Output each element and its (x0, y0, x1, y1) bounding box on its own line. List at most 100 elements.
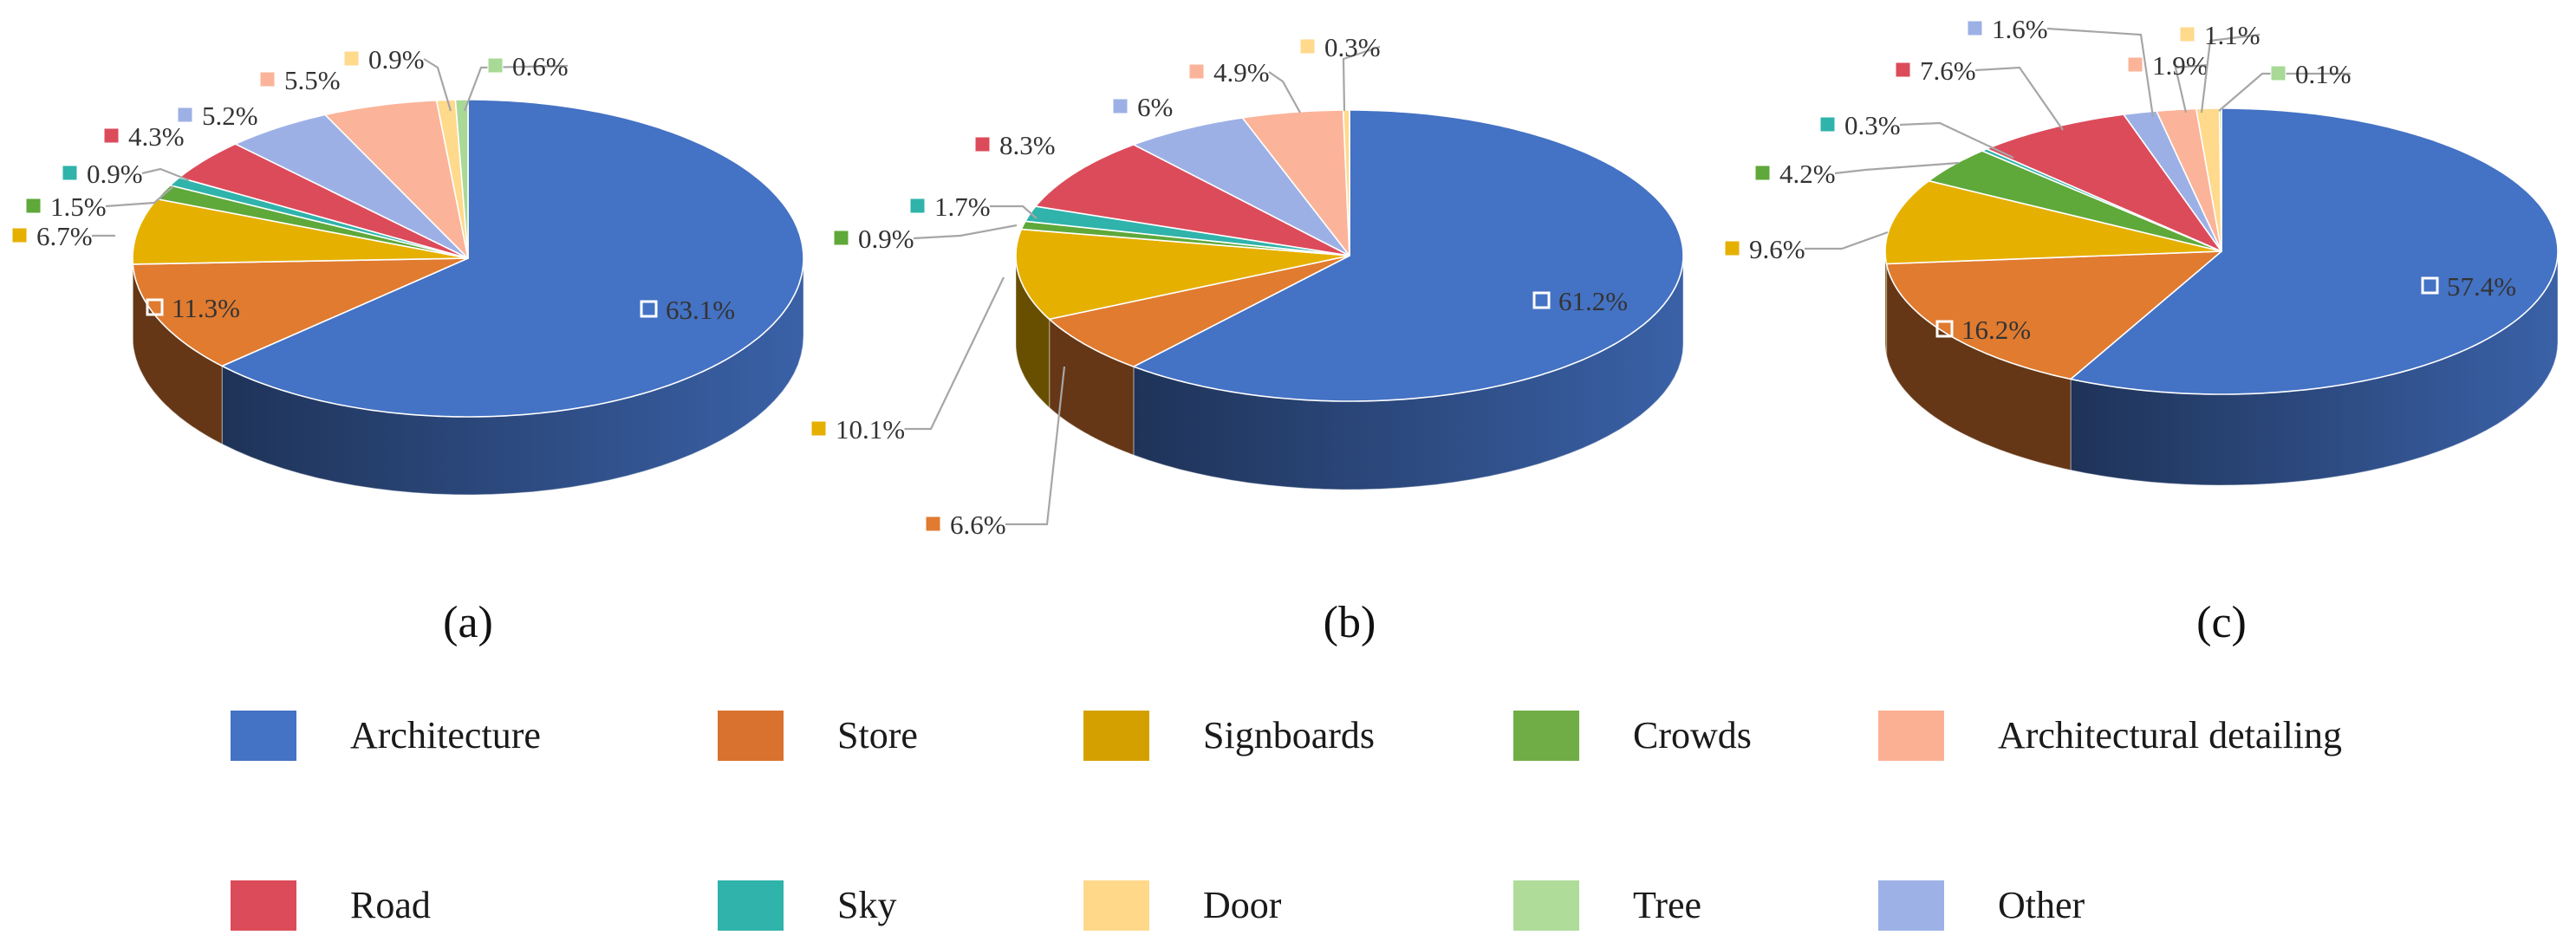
legend-label: Architecture (350, 714, 541, 756)
legend-item-architectural-detailing: Architectural detailing (1878, 711, 2342, 761)
data-label-store: 16.2% (1961, 315, 2031, 345)
data-label-tree: 0.6% (512, 51, 569, 81)
pie-slice-signboards (1884, 179, 2222, 265)
label-marker-architectural-detailing (1188, 63, 1205, 80)
panel-label: (a) (443, 598, 493, 647)
panel-label: (c) (2196, 598, 2247, 647)
legend-label: Store (837, 714, 918, 756)
label-marker-crowds (833, 230, 849, 246)
data-label-architecture: 61.2% (1558, 286, 1628, 316)
legend-item-signboards: Signboards (1083, 711, 1375, 761)
label-marker-other (1967, 20, 1983, 36)
label-marker-sky (1819, 116, 1836, 133)
legend: Architecture Store Signboards Crowds Archite… (231, 711, 2342, 931)
label-marker-signboards (11, 227, 28, 243)
legend-swatch (1083, 880, 1149, 931)
data-label-architecture: 63.1% (666, 295, 735, 325)
pie-slice-signboards (1015, 228, 1350, 321)
pie-slice-other (1133, 117, 1350, 256)
label-marker-tree (487, 57, 504, 74)
legend-label: Tree (1633, 884, 1701, 926)
label-marker-road (974, 136, 991, 153)
legend-swatch (1513, 880, 1579, 931)
data-label-architectural-detailing: 4.9% (1213, 57, 1270, 88)
label-marker-architecture (640, 300, 658, 318)
pie-slice-signboards (132, 198, 469, 265)
label-marker-door (1299, 38, 1316, 55)
label-marker-crowds (25, 198, 42, 214)
legend-label: Signboards (1203, 714, 1375, 756)
legend-swatch (1878, 711, 1944, 761)
leader-line-sky (990, 205, 1038, 219)
leader-line-door (1342, 45, 1381, 112)
pie-slice-road (179, 143, 469, 259)
leader-line-door (2200, 33, 2261, 114)
legend-item-road: Road (231, 880, 431, 931)
data-label-architectural-detailing: 5.5% (284, 65, 341, 95)
data-label-other: 5.2% (202, 101, 258, 131)
data-label-road: 8.3% (999, 130, 1056, 160)
pie-slice-other (2123, 110, 2222, 252)
legend-item-store: Store (718, 711, 918, 761)
leader-line-road (1974, 66, 2064, 131)
leader-line-sky (141, 167, 190, 182)
pie-slice-road (1035, 144, 1350, 256)
label-marker-signboards (810, 420, 827, 437)
label-marker-architecture (2421, 276, 2439, 295)
label-marker-road (103, 127, 120, 144)
data-label-architecture: 57.4% (2447, 271, 2516, 302)
legend-swatch (718, 880, 784, 931)
data-label-signboards: 6.7% (36, 221, 93, 251)
legend-label: Crowds (1633, 714, 1752, 756)
data-label-road: 7.6% (1920, 55, 1976, 86)
leader-line-store (1005, 366, 1066, 526)
data-label-sky: 1.7% (934, 192, 991, 222)
label-marker-sky (909, 198, 926, 214)
data-label-door: 0.9% (368, 44, 425, 75)
label-marker-door (343, 50, 360, 67)
data-label-architectural-detailing: 1.9% (2152, 50, 2208, 81)
legend-label: Sky (837, 884, 896, 926)
pie-chart-a: 63.1%11.3%6.7%1.5%0.9%4.3%5.2%5.5%0.9% 0.… (11, 44, 804, 647)
label-marker-architectural-detailing (259, 71, 276, 88)
pie-slice-door (2195, 107, 2222, 252)
pie-slice-architecture (1133, 109, 1684, 402)
legend-label: Other (1998, 884, 2085, 926)
pie-slice-door (1342, 109, 1350, 256)
label-marker-tree (2270, 65, 2287, 81)
data-label-crowds: 4.2% (1779, 159, 1836, 189)
pie-charts: 63.1%11.3%6.7%1.5%0.9%4.3%5.2%5.5%0.9% 0.… (11, 14, 2559, 647)
legend-swatch (1878, 880, 1944, 931)
pie-slice-store (1885, 250, 2222, 380)
data-label-sky: 0.3% (1844, 110, 1901, 140)
pie-slice-architectural-detailing (324, 100, 469, 259)
data-label-other: 6% (1137, 92, 1173, 122)
legend-label: Architectural detailing (1998, 714, 2342, 756)
legend-label: Door (1203, 884, 1282, 926)
pie-side-signboards (1884, 251, 1888, 355)
label-marker-other (1112, 98, 1129, 114)
data-label-signboards: 9.6% (1749, 234, 1805, 264)
leader-line-architectural-detailing (1268, 71, 1301, 114)
pie-chart-b: 61.2% 6.6% 10.1% 0.9% 1.7% 8.3% 6% 4.9% 0.3% (b) (810, 32, 1684, 647)
data-label-road: 4.3% (128, 121, 185, 152)
legend-item-tree: Tree (1513, 880, 1701, 931)
label-marker-store (146, 298, 164, 316)
leader-line-architectural-detailing (2174, 63, 2208, 114)
legend-swatch (718, 711, 784, 761)
label-marker-store (925, 516, 941, 532)
label-marker-other (177, 107, 193, 123)
label-marker-sky (62, 165, 78, 181)
pie-slice-architecture (221, 99, 804, 418)
label-marker-door (2179, 26, 2195, 42)
label-marker-architectural-detailing (2127, 56, 2143, 73)
pie-slice-architecture (2070, 107, 2559, 395)
legend-swatch (1513, 711, 1579, 761)
pie-slice-crowds (1928, 150, 2222, 252)
pie-slice-architectural-detailing (1241, 109, 1350, 256)
pie-slice-store (1048, 255, 1350, 367)
data-label-signboards: 10.1% (836, 414, 905, 445)
label-marker-road (1895, 62, 1911, 78)
leader-line-tree (2218, 72, 2351, 112)
